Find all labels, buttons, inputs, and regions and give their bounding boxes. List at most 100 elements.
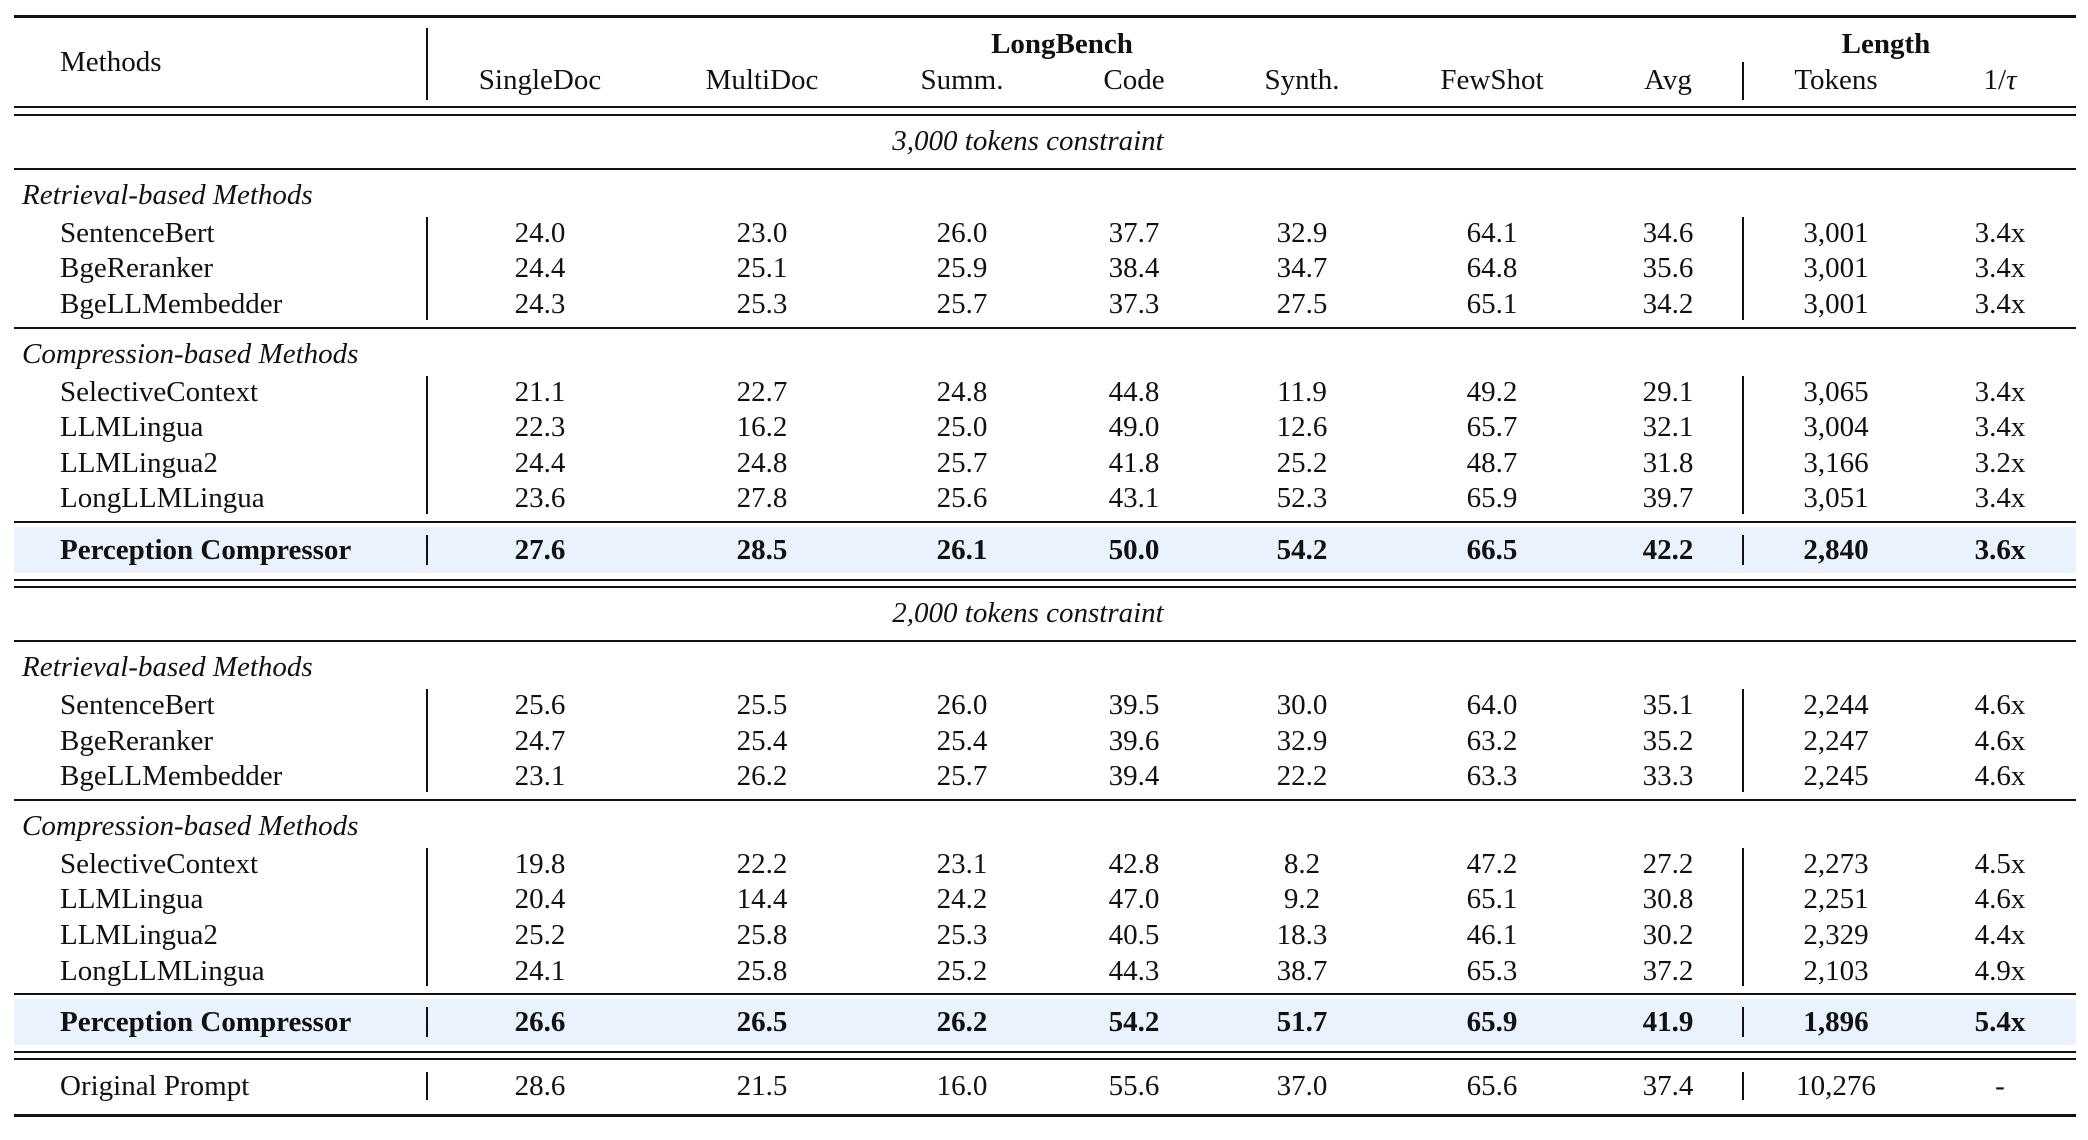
header-col-code: Code	[1103, 64, 1165, 96]
vertical-rule	[1742, 689, 1744, 792]
cell-synth: 25.2	[1276, 446, 1328, 479]
table-row-method: LLMLingua2	[60, 446, 218, 479]
group-label: Retrieval-based Methods	[22, 651, 313, 684]
cell-synth: 54.2	[1276, 534, 1328, 567]
cell-singledoc: 23.6	[514, 482, 566, 515]
cell-synth: 37.0	[1276, 1070, 1328, 1103]
highlight-band	[14, 527, 2076, 574]
cell-avg: 34.6	[1642, 216, 1694, 249]
table-row-method: SentenceBert	[60, 216, 215, 249]
cell-summ: 25.3	[936, 919, 988, 951]
vertical-rule	[426, 28, 428, 100]
cell-singledoc: 24.0	[514, 216, 566, 249]
horizontal-rule	[14, 993, 2076, 996]
cell-code: 50.0	[1108, 534, 1160, 567]
cell-inverse-tau: 3.6x	[1974, 534, 2026, 567]
cell-tokens: 3,004	[1803, 411, 1869, 444]
cell-singledoc: 19.8	[514, 847, 566, 880]
highlight-band	[14, 999, 2076, 1046]
cell-summ: 25.4	[936, 724, 988, 757]
cell-inverse-tau: 3.4x	[1974, 216, 2026, 249]
header-length: Length	[1841, 28, 1931, 60]
cell-fewshot: 65.1	[1466, 883, 1518, 916]
vertical-rule	[1742, 217, 1744, 320]
cell-synth: 9.2	[1283, 883, 1321, 916]
cell-tokens: 2,840	[1803, 534, 1869, 567]
cell-fewshot: 49.2	[1466, 375, 1518, 408]
cell-inverse-tau: -	[1995, 1070, 2005, 1103]
cell-code: 37.7	[1108, 216, 1160, 249]
cell-tokens: 2,244	[1803, 689, 1869, 721]
cell-inverse-tau: 4.6x	[1974, 724, 2026, 757]
cell-summ: 16.0	[936, 1070, 988, 1103]
constraint-caption: 3,000 tokens constraint	[892, 125, 1164, 157]
cell-singledoc: 24.4	[514, 446, 566, 479]
cell-multidoc: 25.3	[736, 288, 788, 320]
cell-code: 49.0	[1108, 411, 1160, 444]
vertical-rule	[426, 689, 428, 792]
cell-avg: 42.2	[1642, 534, 1694, 567]
cell-summ: 25.2	[936, 954, 988, 987]
cell-synth: 52.3	[1276, 482, 1328, 515]
cell-inverse-tau: 4.9x	[1974, 954, 2026, 987]
cell-fewshot: 63.2	[1466, 724, 1518, 757]
cell-multidoc: 26.2	[736, 760, 788, 793]
horizontal-rule	[14, 326, 2076, 329]
header-col-inverse-tau: 1/τ	[1984, 62, 2017, 98]
ours-row-method: Perception Compressor	[60, 1006, 352, 1039]
vertical-rule	[426, 217, 428, 320]
cell-summ: 26.0	[936, 216, 988, 249]
cell-multidoc: 14.4	[736, 883, 788, 916]
cell-fewshot: 65.7	[1466, 411, 1518, 444]
horizontal-rule	[14, 1058, 2076, 1061]
cell-summ: 26.0	[936, 689, 988, 721]
cell-avg: 30.2	[1642, 919, 1694, 951]
cell-fewshot: 64.1	[1466, 216, 1518, 249]
cell-synth: 12.6	[1276, 411, 1328, 444]
cell-multidoc: 24.8	[736, 446, 788, 479]
cell-code: 43.1	[1108, 482, 1160, 515]
vertical-rule	[1742, 62, 1744, 100]
cell-multidoc: 23.0	[736, 216, 788, 249]
vertical-rule	[426, 535, 428, 566]
cell-singledoc: 25.2	[514, 919, 566, 951]
table-row-method: BgeReranker	[60, 724, 213, 757]
header-col-singledoc: SingleDoc	[478, 64, 602, 96]
cell-singledoc: 28.6	[514, 1070, 566, 1103]
cell-fewshot: 65.3	[1466, 954, 1518, 987]
cell-fewshot: 66.5	[1466, 534, 1518, 567]
cell-fewshot: 65.9	[1466, 1006, 1518, 1039]
group-label: Retrieval-based Methods	[22, 179, 313, 211]
cell-multidoc: 16.2	[736, 411, 788, 444]
cell-fewshot: 48.7	[1466, 446, 1518, 479]
cell-avg: 34.2	[1642, 288, 1694, 320]
cell-summ: 23.1	[936, 847, 988, 880]
cell-avg: 35.6	[1642, 252, 1694, 285]
table-row-method: BgeLLMembedder	[60, 288, 283, 320]
cell-inverse-tau: 3.4x	[1974, 288, 2026, 320]
cell-tokens: 3,065	[1803, 375, 1869, 408]
cell-inverse-tau: 3.4x	[1974, 252, 2026, 285]
cell-multidoc: 25.8	[736, 954, 788, 987]
cell-inverse-tau: 3.4x	[1974, 482, 2026, 515]
cell-multidoc: 21.5	[736, 1070, 788, 1103]
table-row-method: LongLLMLingua	[60, 482, 265, 515]
horizontal-rule	[14, 640, 2076, 643]
table-row-method: LLMLingua2	[60, 919, 218, 951]
cell-multidoc: 28.5	[736, 534, 788, 567]
cell-avg: 37.4	[1642, 1070, 1694, 1103]
horizontal-rule	[14, 586, 2076, 589]
table-row-method: BgeLLMembedder	[60, 760, 283, 793]
cell-code: 37.3	[1108, 288, 1160, 320]
cell-singledoc: 24.1	[514, 954, 566, 987]
cell-singledoc: 21.1	[514, 375, 566, 408]
cell-summ: 25.7	[936, 288, 988, 320]
horizontal-rule	[14, 168, 2076, 170]
cell-summ: 24.8	[936, 375, 988, 408]
cell-avg: 39.7	[1642, 482, 1694, 515]
original-row-method: Original Prompt	[60, 1070, 250, 1103]
cell-summ: 26.2	[936, 1006, 988, 1039]
cell-summ: 25.9	[936, 252, 988, 285]
cell-tokens: 2,247	[1803, 724, 1869, 757]
cell-inverse-tau: 5.4x	[1974, 1006, 2026, 1039]
